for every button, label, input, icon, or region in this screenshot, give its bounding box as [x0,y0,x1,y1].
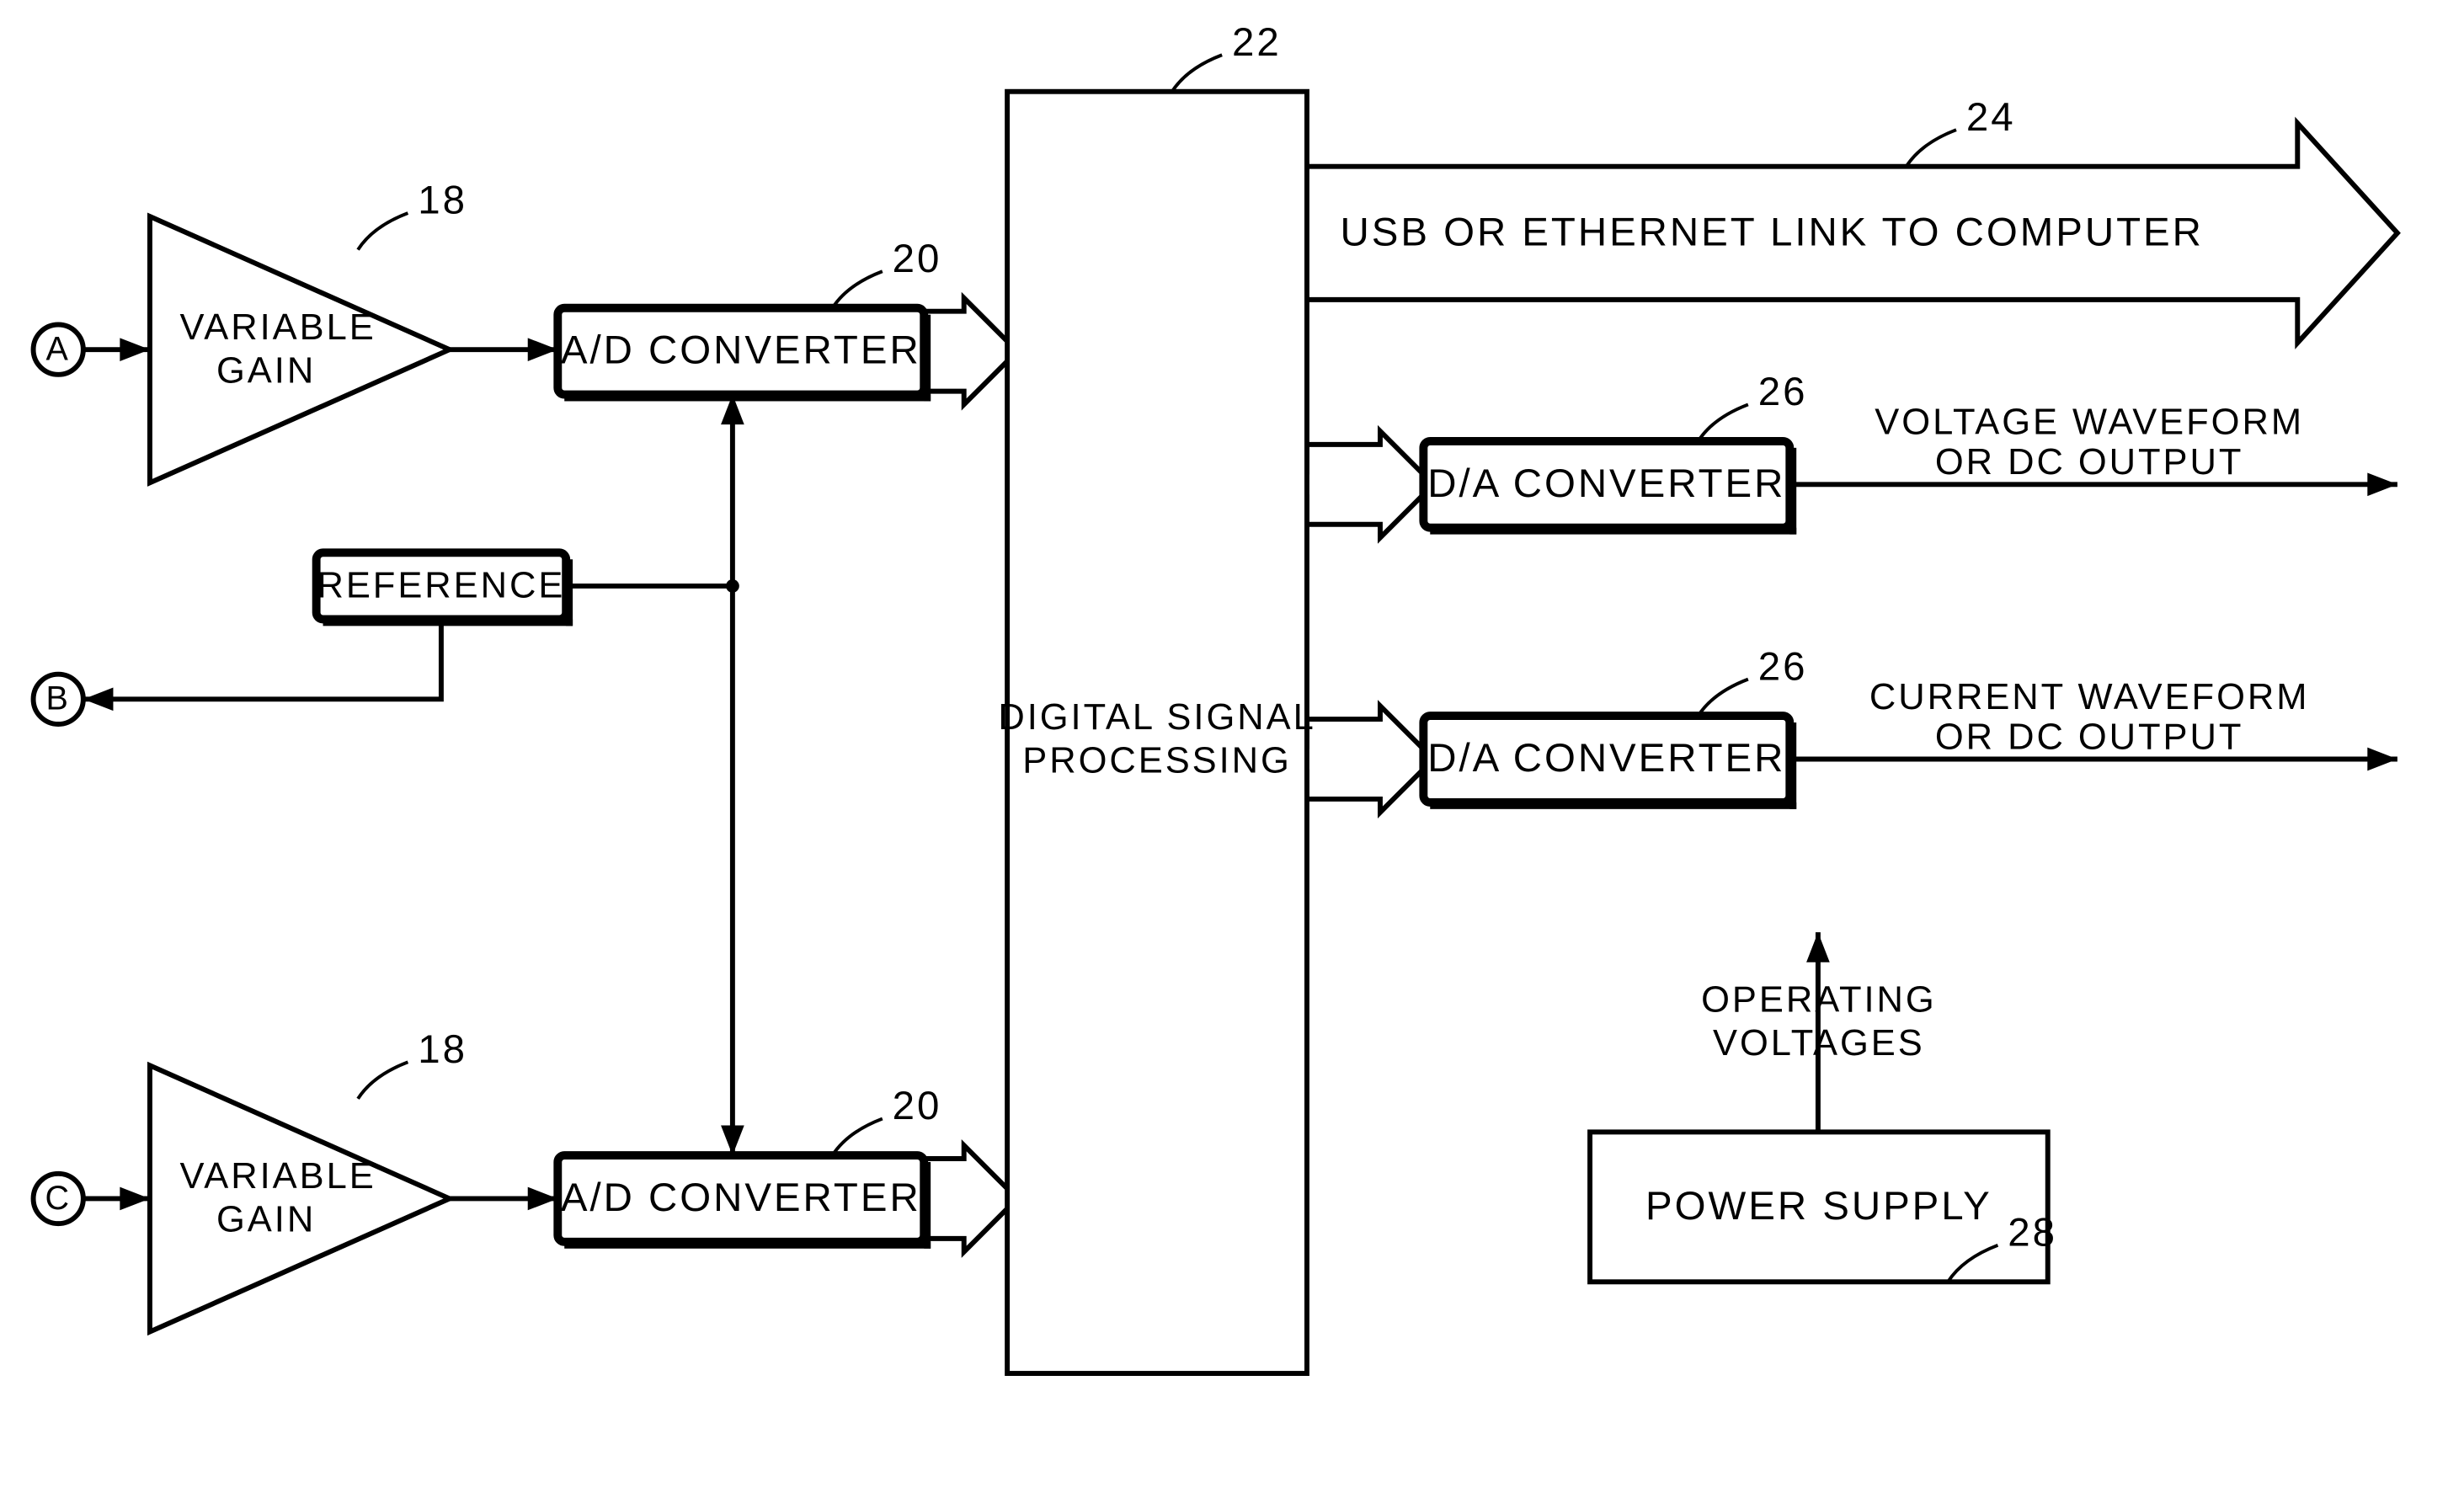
amp-bottom [150,1065,450,1331]
arrowhead [120,1187,150,1211]
amp-top [150,216,450,482]
arrowhead [83,688,114,712]
ref-leader [358,1062,408,1098]
dac-top-out2: OR DC OUTPUT [1935,442,2244,482]
ref-leader [1699,404,1748,440]
reference-label: REFERENCE [317,565,565,605]
ref-number: 20 [893,237,942,281]
ref-number: 28 [2008,1210,2057,1255]
ref-number: 26 [1758,370,1808,414]
arrowhead [721,1125,744,1155]
bus-arrow-bot [1307,769,1423,812]
ref-leader [1699,680,1748,716]
arrowhead [1806,932,1830,962]
amp-top-label2: GAIN [216,350,316,391]
bus-arrow-top [1307,431,1423,474]
ref-number: 20 [893,1084,942,1128]
usb-arrow-label: USB OR ETHERNET LINK TO COMPUTER [1341,210,2204,254]
dac-bottom-out2: OR DC OUTPUT [1935,717,2244,757]
arrowhead [528,338,558,361]
ref-leader [1172,55,1222,91]
port-A-label: A [46,331,71,368]
dac-top-label: D/A CONVERTER [1427,461,1785,506]
amp-bottom-label1: VARIABLE [180,1156,376,1197]
ref-number: 22 [1232,20,1282,65]
adc-bottom-label: A/D CONVERTER [561,1175,921,1220]
dac-bottom-out1: CURRENT WAVEFORM [1869,677,2310,717]
dac-bottom-label: D/A CONVERTER [1427,736,1785,781]
amp-bottom-label2: GAIN [216,1200,316,1240]
ref-number: 18 [418,179,467,223]
bus-arrow-top [1307,706,1423,749]
power-supply-label: POWER SUPPLY [1645,1184,1992,1229]
ref-number: 24 [1966,95,2016,140]
port-C-label: C [45,1180,72,1217]
arrowhead [528,1187,558,1211]
ref-leader [833,271,883,307]
adc-top-label: A/D CONVERTER [561,328,921,373]
ref-number: 18 [418,1027,467,1072]
amp-top-label1: VARIABLE [180,307,376,348]
arrowhead [120,338,150,361]
ref-leader [1907,130,1956,166]
arrowhead [2367,748,2397,771]
bus-arrow-top [924,298,1007,341]
bus-arrow-bot [924,361,1007,404]
dsp-label2: PROCESSING [1022,741,1292,781]
ref-leader [358,213,408,249]
dac-top-out1: VOLTAGE WAVEFORM [1875,402,2304,443]
bus-arrow-bot [1307,494,1423,537]
ref-leader [833,1119,883,1155]
bus-arrow-top [924,1145,1007,1188]
arrowhead [2367,472,2397,496]
bus-arrow-bot [924,1208,1007,1251]
wire [83,619,441,699]
ref-number: 26 [1758,644,1808,689]
dsp-label1: DIGITAL SIGNAL [998,697,1315,738]
port-B-label: B [46,680,71,717]
